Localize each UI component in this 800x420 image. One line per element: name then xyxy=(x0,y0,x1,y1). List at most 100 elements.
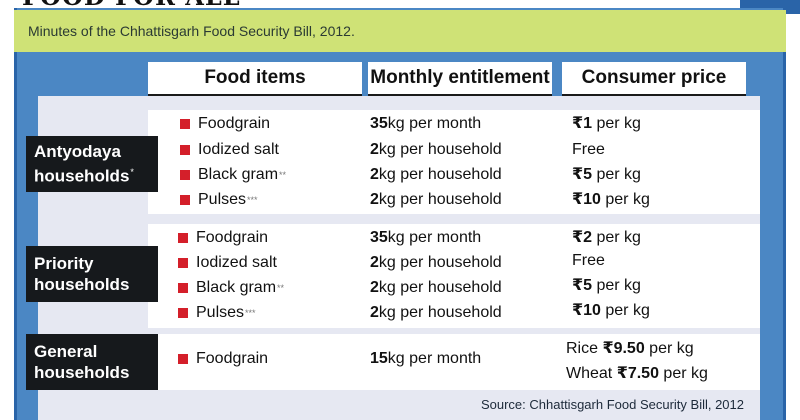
table-row-price: ₹2 per kg xyxy=(572,226,641,250)
entitlement-unit: kg per month xyxy=(387,350,482,367)
item-name: Foodgrain xyxy=(198,115,271,132)
price-value: ₹5 xyxy=(572,277,593,294)
item-name: Iodized salt xyxy=(198,141,279,158)
entitlement-qty: 2 xyxy=(370,166,379,183)
item-name: Pulses xyxy=(198,191,247,208)
source-note: Source: Chhattisgarh Food Security Bill,… xyxy=(480,397,744,412)
price-unit: Free xyxy=(572,252,605,269)
price-value: ₹10 xyxy=(572,191,601,208)
entitlement-unit: kg per household xyxy=(378,141,502,158)
table-row-entitlement: 35kg per month xyxy=(370,226,481,250)
red-square-bullet-icon xyxy=(178,308,188,318)
table-row-price: ₹10 per kg xyxy=(572,299,650,323)
entitlement-qty: 35 xyxy=(370,115,388,132)
red-square-bullet-icon xyxy=(180,145,190,155)
group-label-general-line1: General xyxy=(34,342,98,361)
group-label-antyodaya-line2: households xyxy=(34,166,130,186)
item-name: Black gram xyxy=(196,279,277,296)
red-square-bullet-icon xyxy=(180,119,190,129)
price-value: ₹7.50 xyxy=(616,365,659,382)
entitlement-unit: kg per household xyxy=(378,191,502,208)
column-header-food-items-label: Food items xyxy=(204,67,306,88)
red-square-bullet-icon xyxy=(178,283,188,293)
red-square-bullet-icon xyxy=(178,233,188,243)
column-header-consumer-price: Consumer price xyxy=(562,62,746,96)
item-name: Iodized salt xyxy=(196,254,277,271)
entitlement-unit: kg per month xyxy=(387,229,482,246)
price-value: ₹5 xyxy=(572,166,593,183)
group-label-priority-line2: households xyxy=(34,275,130,294)
column-header-monthly-entitlement: Monthly entitlement xyxy=(368,62,552,96)
table-row-entitlement: 2kg per household xyxy=(370,138,502,162)
group-label-antyodaya: Antyodaya households* xyxy=(26,136,158,192)
price-unit: per kg xyxy=(600,191,650,208)
entitlement-unit: kg per month xyxy=(387,115,482,132)
page-heading-text: FOOD FOR ALL xyxy=(22,0,241,8)
column-header-food-items: Food items xyxy=(148,62,362,96)
red-square-bullet-icon xyxy=(180,170,190,180)
price-prefix: Rice xyxy=(566,340,603,357)
red-square-bullet-icon xyxy=(178,354,188,364)
group-label-general: General households xyxy=(26,334,158,390)
group-label-antyodaya-mark: * xyxy=(130,167,134,178)
entitlement-unit: kg per household xyxy=(378,304,502,321)
table-row-item: Foodgrain xyxy=(178,347,268,371)
table-row-entitlement: 2kg per household xyxy=(370,163,502,187)
group-label-antyodaya-line1: Antyodaya xyxy=(34,142,121,162)
entitlement-qty: 35 xyxy=(370,229,388,246)
price-unit: per kg xyxy=(592,166,641,183)
entitlement-qty: 2 xyxy=(370,279,379,296)
subtitle-bar: Minutes of the Chhattisgarh Food Securit… xyxy=(14,10,786,52)
column-header-consumer-price-label: Consumer price xyxy=(581,67,727,88)
entitlement-qty: 2 xyxy=(370,141,379,158)
table-row-price: Free xyxy=(572,249,605,273)
red-square-bullet-icon xyxy=(178,258,188,268)
table-row-item: Pulses *** xyxy=(180,188,258,212)
column-header-monthly-entitlement-label: Monthly entitlement xyxy=(370,67,550,88)
group-antyodaya-background xyxy=(148,110,760,214)
price-unit: per kg xyxy=(658,365,708,382)
table-row-price: Free xyxy=(572,138,605,162)
table-row-price: ₹1 per kg xyxy=(572,112,641,136)
price-unit: per kg xyxy=(592,115,641,132)
entitlement-unit: kg per household xyxy=(378,166,502,183)
entitlement-qty: 2 xyxy=(370,191,379,208)
item-name: Black gram xyxy=(198,166,279,183)
price-value: ₹9.50 xyxy=(602,340,645,357)
table-row-item: Pulses *** xyxy=(178,301,256,325)
table-row-item: Foodgrain xyxy=(178,226,268,250)
table-row-price: ₹5 per kg xyxy=(572,274,641,298)
price-value: ₹10 xyxy=(572,302,601,319)
price-unit: per kg xyxy=(600,302,650,319)
price-unit: per kg xyxy=(592,277,641,294)
table-row-item: Black gram ** xyxy=(180,163,286,187)
table-row-item: Black gram ** xyxy=(178,276,284,300)
price-value: ₹2 xyxy=(572,229,593,246)
entitlement-qty: 2 xyxy=(370,304,379,321)
group-label-priority: Priority households xyxy=(26,246,158,302)
table-row-item: Iodized salt xyxy=(178,251,277,275)
table-row-item: Foodgrain xyxy=(180,112,271,136)
price-unit: per kg xyxy=(644,340,694,357)
entitlement-qty: 15 xyxy=(370,350,388,367)
table-row-entitlement: 2kg per household xyxy=(370,188,502,212)
table-row-price: ₹10 per kg xyxy=(572,188,650,212)
group-label-antyodaya-line2-wrap: households* xyxy=(34,162,150,187)
table-row-price: Rice ₹9.50 per kg xyxy=(566,337,694,361)
group-label-general-line2: households xyxy=(34,363,130,382)
item-name: Foodgrain xyxy=(196,350,269,367)
price-unit: Free xyxy=(572,141,605,158)
subtitle-text: Minutes of the Chhattisgarh Food Securit… xyxy=(28,23,355,39)
price-unit: per kg xyxy=(592,229,641,246)
table-row-entitlement: 2kg per household xyxy=(370,251,502,275)
table-row-entitlement: 35kg per month xyxy=(370,112,481,136)
table-row-price: ₹5 per kg xyxy=(572,163,641,187)
group-general-background xyxy=(148,334,760,390)
group-label-priority-line1: Priority xyxy=(34,254,94,273)
table-row-entitlement: 2kg per household xyxy=(370,301,502,325)
price-value: ₹1 xyxy=(572,115,593,132)
entitlement-unit: kg per household xyxy=(378,279,502,296)
item-name: Foodgrain xyxy=(196,229,269,246)
table-row-item: Iodized salt xyxy=(180,138,279,162)
page-heading: FOOD FOR ALL xyxy=(14,0,734,8)
